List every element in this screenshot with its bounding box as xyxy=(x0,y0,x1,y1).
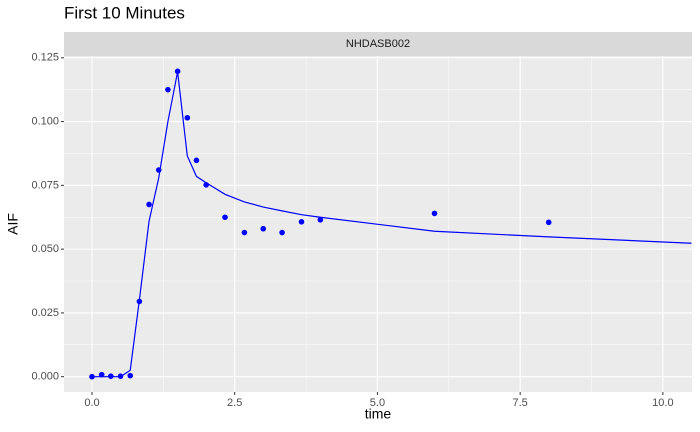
x-tick-label: 7.5 xyxy=(513,397,528,409)
point xyxy=(298,219,305,225)
facet-strip xyxy=(64,32,692,56)
y-tick-label: 0.075 xyxy=(31,179,59,191)
point xyxy=(241,229,248,236)
x-tick-label: 0.0 xyxy=(84,397,99,409)
facet-label: NHDASB002 xyxy=(346,38,410,50)
point xyxy=(222,214,228,221)
x-axis-label: time xyxy=(365,406,392,422)
point xyxy=(317,216,324,223)
point xyxy=(431,210,438,217)
point xyxy=(165,86,171,93)
x-tick-label: 2.5 xyxy=(227,397,242,409)
x-tick-label: 10.0 xyxy=(652,397,673,409)
point xyxy=(260,225,267,232)
point xyxy=(184,114,191,121)
point xyxy=(174,68,181,75)
y-tick-label: 0.100 xyxy=(31,115,59,127)
y-tick-label: 0.125 xyxy=(31,52,59,64)
y-tick-label: 0.050 xyxy=(31,243,59,255)
chart-title: First 10 Minutes xyxy=(64,3,185,22)
point xyxy=(146,201,152,208)
y-axis-label: AIF xyxy=(5,213,21,235)
point xyxy=(193,157,200,164)
y-tick-label: 0.000 xyxy=(31,371,59,383)
point xyxy=(127,372,134,379)
fit-line xyxy=(91,71,692,378)
point xyxy=(545,219,552,226)
point xyxy=(98,371,105,378)
x-tick-label: 5.0 xyxy=(370,397,385,409)
point xyxy=(279,229,285,236)
y-tick-label: 0.025 xyxy=(31,307,59,319)
